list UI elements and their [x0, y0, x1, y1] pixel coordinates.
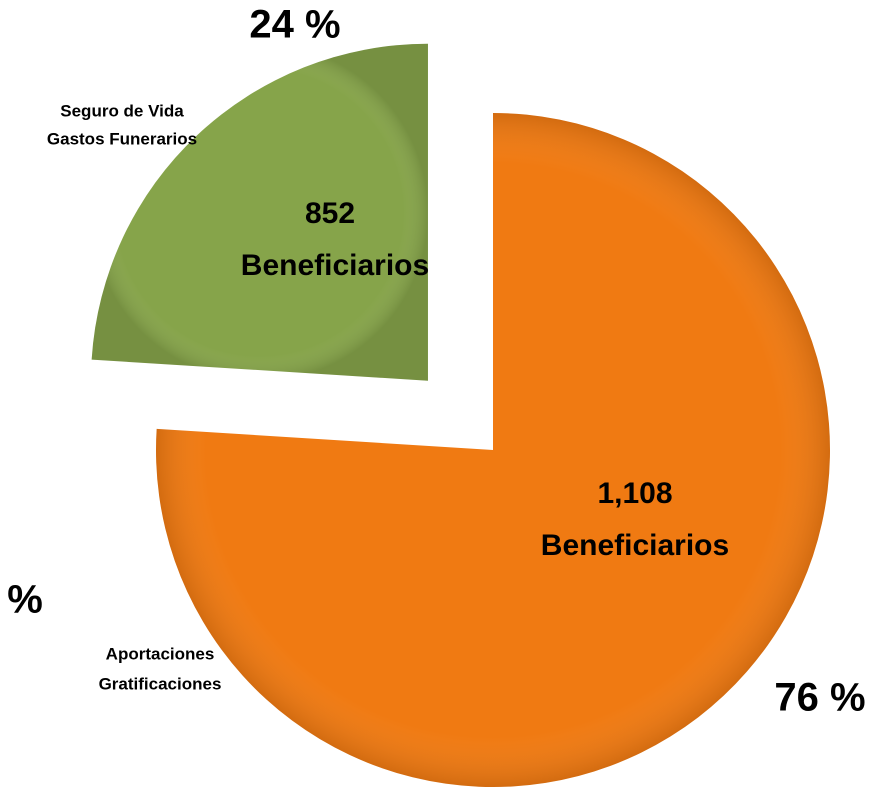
count-label: 852: [305, 197, 355, 230]
count-unit: Beneficiarios: [241, 249, 429, 282]
pie-slice: [91, 43, 428, 381]
count-label: 1,108: [597, 477, 672, 510]
value-label: 24 %: [249, 3, 340, 47]
value-label: 76 %: [774, 676, 865, 720]
count-unit: Beneficiarios: [541, 529, 729, 562]
annotation: %: [7, 578, 43, 622]
category-label: Aportaciones: [106, 644, 215, 663]
category-label: Seguro de Vida: [60, 101, 184, 120]
category-label: Gratificaciones: [99, 674, 222, 693]
category-label: Gastos Funerarios: [47, 129, 197, 148]
